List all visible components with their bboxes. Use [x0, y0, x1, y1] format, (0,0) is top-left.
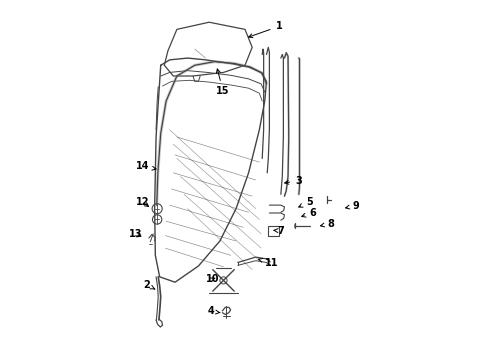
Text: 10: 10: [205, 274, 219, 284]
Text: 15: 15: [216, 69, 230, 96]
Text: 5: 5: [299, 197, 313, 207]
Text: 9: 9: [345, 201, 359, 211]
Text: 4: 4: [207, 306, 220, 316]
Text: 13: 13: [128, 229, 142, 239]
Text: 14: 14: [136, 161, 156, 171]
Bar: [269, 226, 279, 235]
Text: 7: 7: [274, 226, 284, 236]
Text: 1: 1: [248, 21, 282, 37]
Text: 12: 12: [136, 197, 149, 207]
Text: 6: 6: [302, 208, 317, 218]
Text: 2: 2: [143, 280, 155, 289]
Text: 8: 8: [320, 219, 334, 229]
Text: 3: 3: [285, 176, 302, 186]
Text: 11: 11: [259, 258, 278, 268]
